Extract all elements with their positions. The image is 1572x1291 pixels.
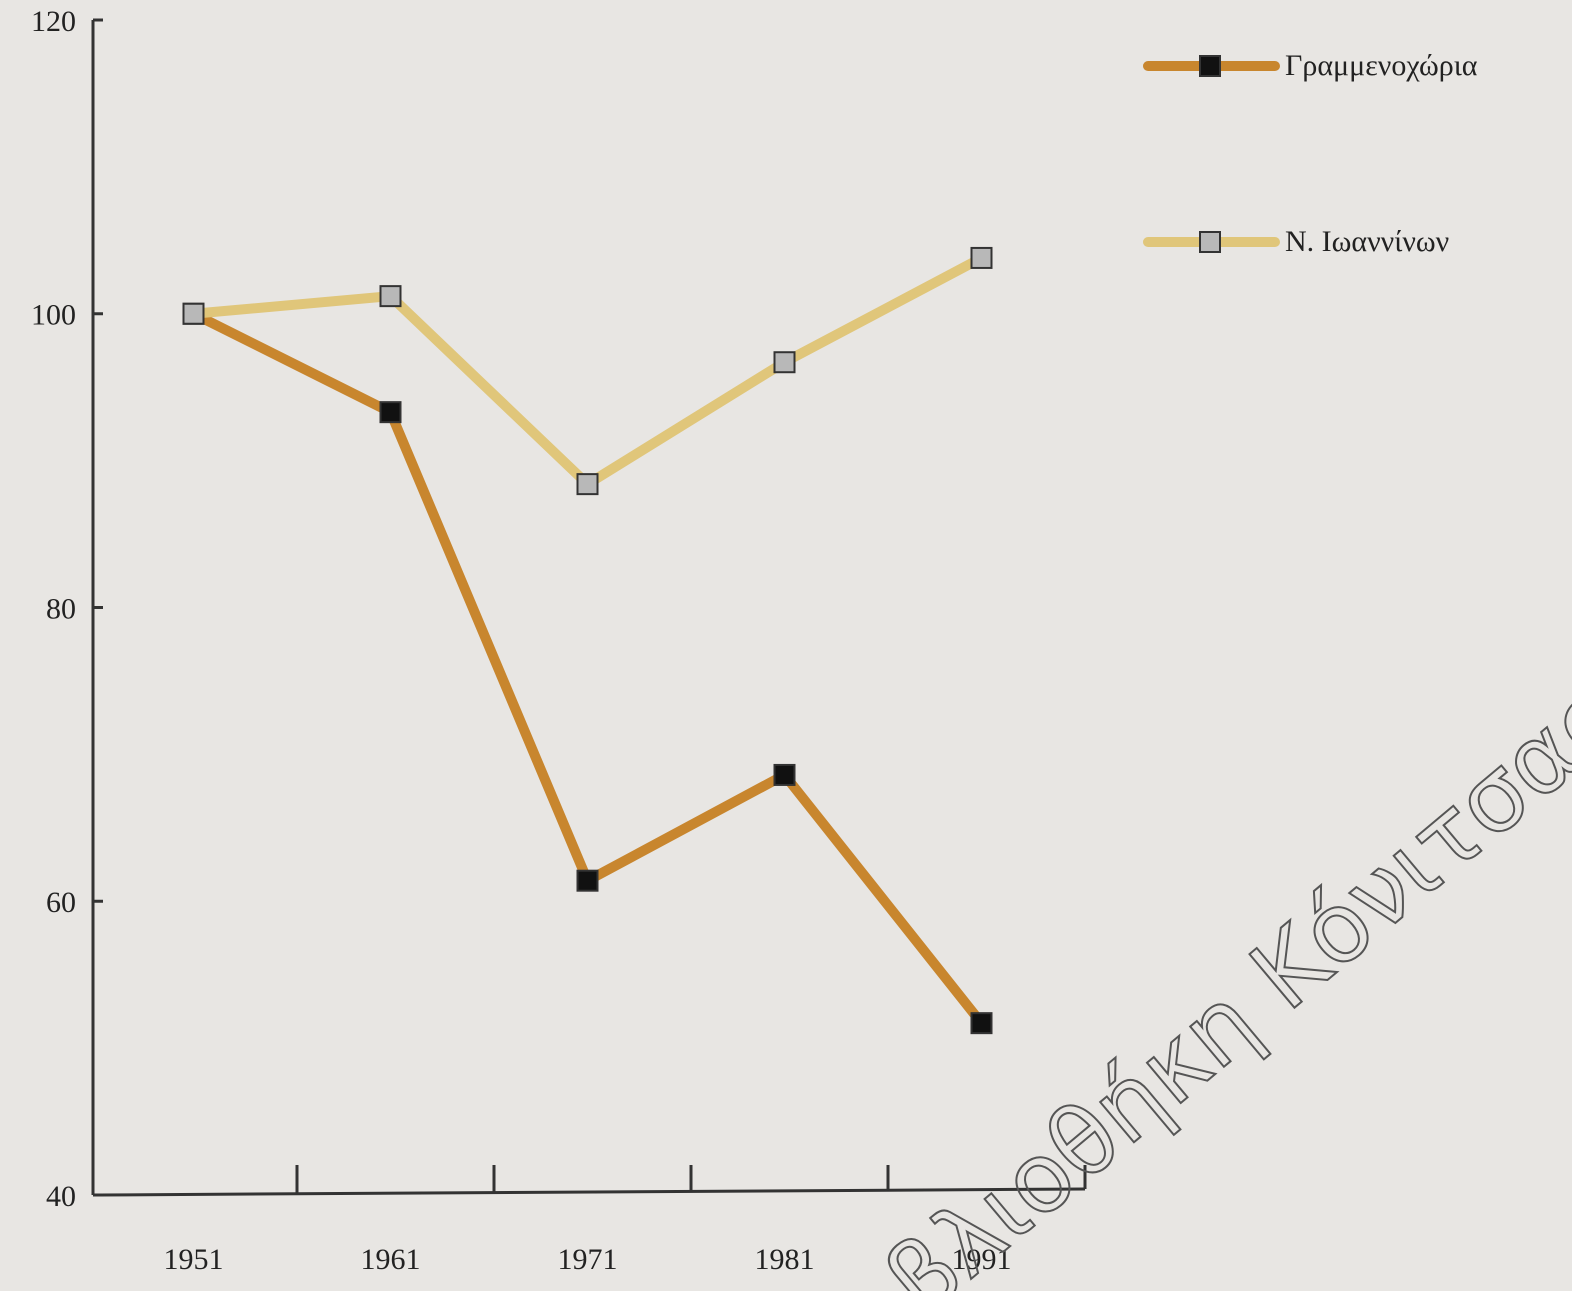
marker [576,473,599,496]
y-tick-label: 40 [46,1180,76,1213]
marker [576,869,599,892]
y-tick-label: 60 [46,886,76,919]
marker [379,285,402,308]
y-tick-label: 100 [31,299,76,332]
legend-marker [1199,231,1221,253]
marker [182,302,205,325]
marker [773,763,796,786]
marker [970,1012,993,1035]
x-tick-label: 1981 [755,1243,815,1276]
marker [970,246,993,269]
legend-label: Ν. Ιωαννίνων [1285,225,1449,258]
y-tick-label: 80 [46,592,76,625]
x-tick-label: 1971 [558,1243,618,1276]
x-tick-label: 1991 [952,1243,1012,1276]
legend-label: Γραμμενοχώρια [1285,49,1478,82]
legend-marker [1199,55,1221,77]
x-tick-label: 1951 [164,1243,224,1276]
x-tick-label: 1961 [361,1243,421,1276]
marker [773,351,796,374]
x-axis [99,1187,1086,1197]
y-tick-label: 120 [31,5,76,38]
marker [379,401,402,424]
